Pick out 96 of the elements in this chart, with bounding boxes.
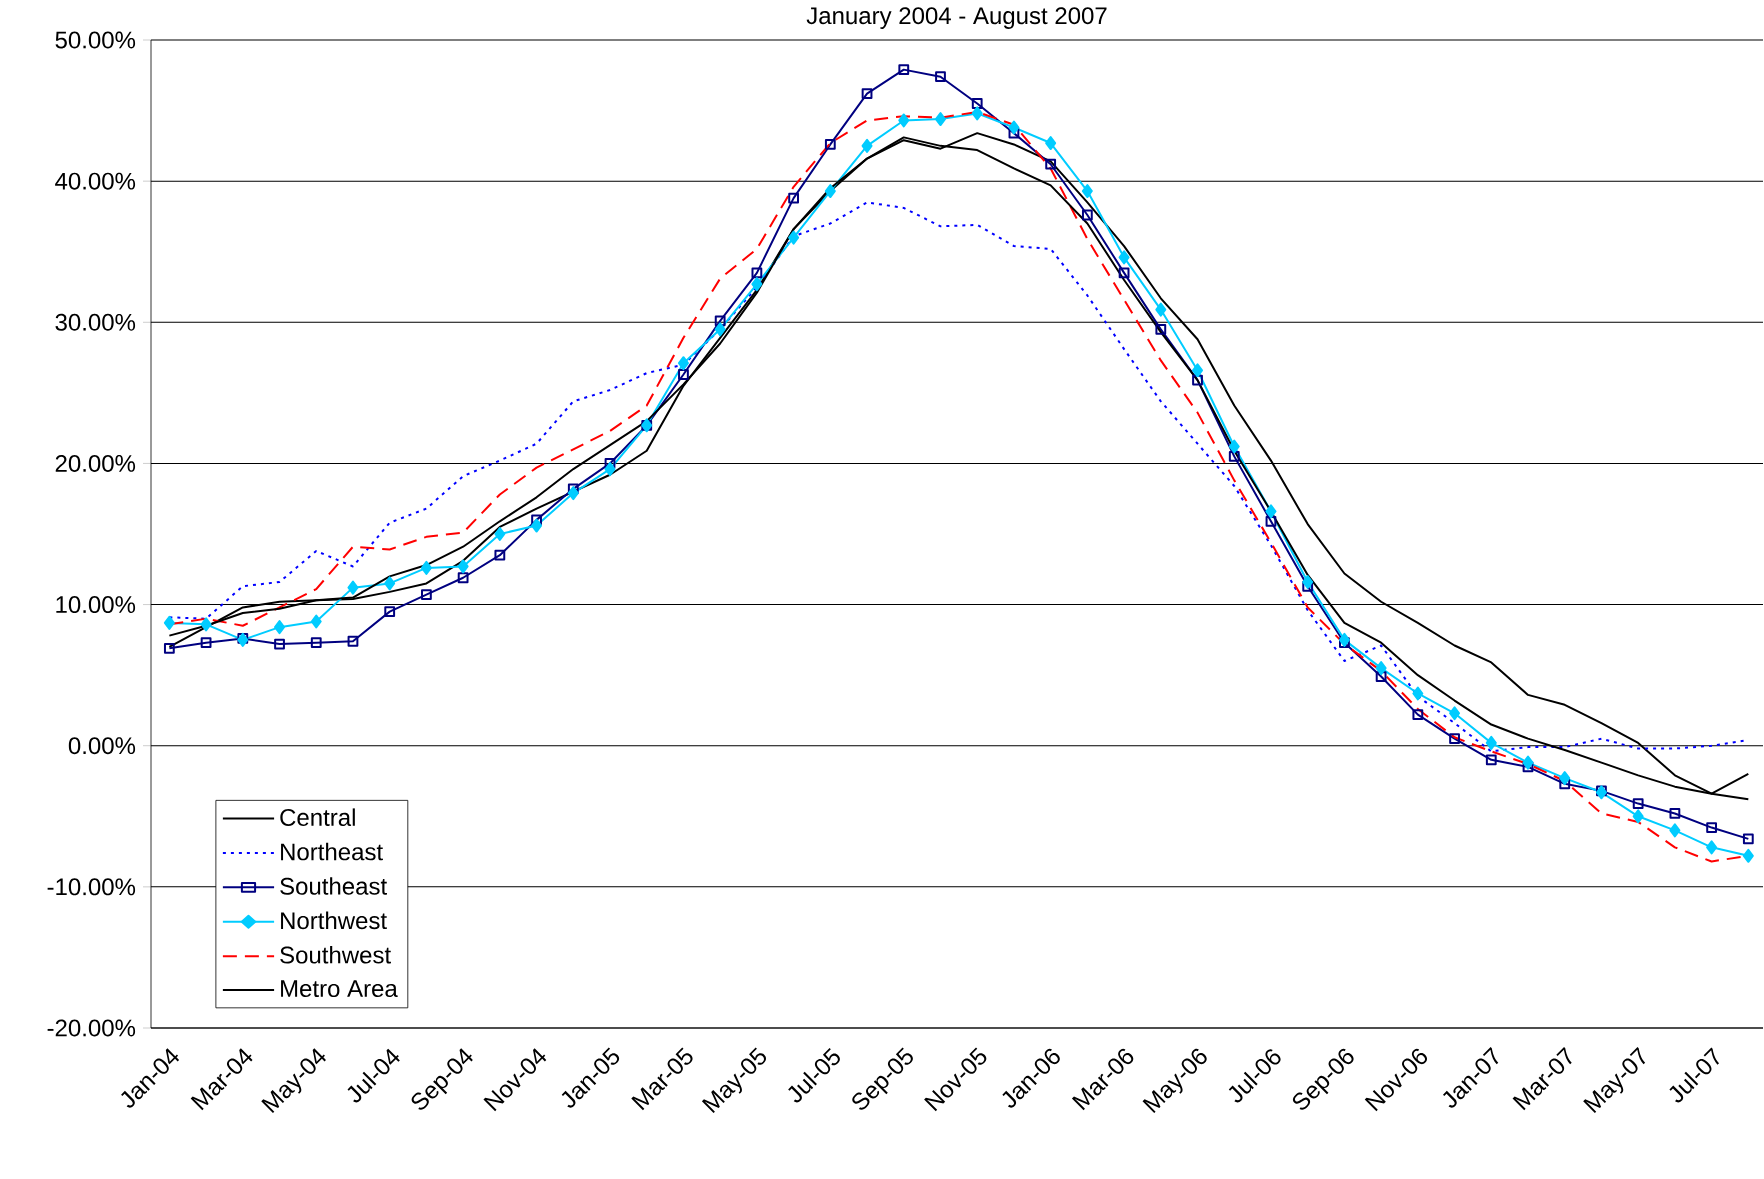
point (1045, 136, 1057, 151)
point (347, 635, 359, 647)
y-tick-label: 0.00% (68, 737, 136, 755)
point (1706, 840, 1718, 855)
point (714, 322, 726, 337)
point (1522, 755, 1534, 770)
point (494, 549, 506, 561)
point (1302, 574, 1314, 589)
point (457, 559, 469, 574)
point (1742, 848, 1754, 863)
point (898, 113, 910, 128)
point (1412, 709, 1424, 721)
point (1669, 823, 1681, 838)
point (1375, 671, 1387, 682)
legend-label: Central (280, 808, 355, 826)
point (274, 638, 285, 650)
point (1081, 184, 1093, 199)
point (898, 64, 910, 76)
point (1155, 323, 1167, 335)
legend-label: Southeast (280, 877, 387, 895)
point (567, 483, 579, 495)
point (1008, 120, 1020, 135)
y-tick-label: 40.00% (55, 172, 136, 190)
point (200, 617, 212, 632)
point (1742, 833, 1754, 845)
point (274, 620, 286, 635)
point (604, 462, 616, 477)
point (678, 369, 689, 380)
point (1118, 267, 1130, 279)
point (1449, 733, 1460, 745)
point (751, 267, 763, 279)
point (494, 527, 506, 541)
point (824, 139, 836, 150)
point (567, 486, 579, 501)
point (1522, 761, 1534, 773)
point (1375, 661, 1387, 676)
point (384, 606, 396, 618)
legend-label: Northeast (281, 842, 383, 861)
point (1265, 515, 1277, 527)
legend-label: Northwest (281, 911, 387, 930)
point (935, 71, 946, 83)
point (1449, 706, 1461, 721)
point (1412, 686, 1424, 701)
point (1265, 504, 1277, 519)
point (1118, 250, 1130, 265)
point (861, 88, 873, 100)
point (971, 98, 983, 109)
point (1008, 127, 1020, 139)
y-tick-label: 30.00% (55, 313, 136, 331)
point (714, 315, 726, 327)
point (531, 518, 543, 533)
point (1632, 809, 1644, 824)
point (677, 356, 689, 371)
point (310, 637, 322, 649)
point (310, 614, 322, 629)
point (1228, 450, 1240, 462)
point (1559, 778, 1571, 790)
y-tick-label: -10.00% (47, 878, 136, 896)
point (163, 642, 175, 654)
point (934, 112, 946, 127)
point (861, 138, 873, 153)
point (163, 615, 175, 630)
point (1045, 158, 1057, 170)
y-tick-label: 10.00% (56, 596, 136, 614)
point (788, 192, 800, 204)
y-tick-label: -20.00% (47, 1019, 136, 1037)
point (420, 560, 432, 575)
point (604, 458, 616, 469)
point (531, 514, 542, 526)
point (1192, 374, 1203, 386)
point (347, 580, 359, 595)
chart-title: January 2004 - August 2007 (806, 7, 1107, 29)
point (788, 230, 800, 245)
point (824, 184, 836, 199)
point (1485, 735, 1497, 750)
point (1338, 632, 1350, 647)
point (1632, 798, 1644, 809)
y-tick-label: 20.00% (55, 454, 136, 472)
point (1228, 439, 1240, 454)
point (384, 576, 396, 591)
legend-label: Southwest (280, 945, 391, 964)
point (421, 589, 432, 601)
point (751, 277, 763, 292)
point (971, 106, 983, 121)
point (1192, 363, 1204, 378)
point (1302, 580, 1314, 592)
point (200, 637, 212, 649)
point (457, 572, 469, 584)
point (1155, 302, 1167, 317)
y-tick-label: 50.00% (55, 31, 136, 49)
point (1706, 822, 1718, 833)
legend-label: Metro Area (281, 980, 398, 998)
point (1485, 754, 1497, 766)
point (1669, 808, 1681, 819)
point (1559, 771, 1571, 786)
point (1081, 209, 1093, 221)
